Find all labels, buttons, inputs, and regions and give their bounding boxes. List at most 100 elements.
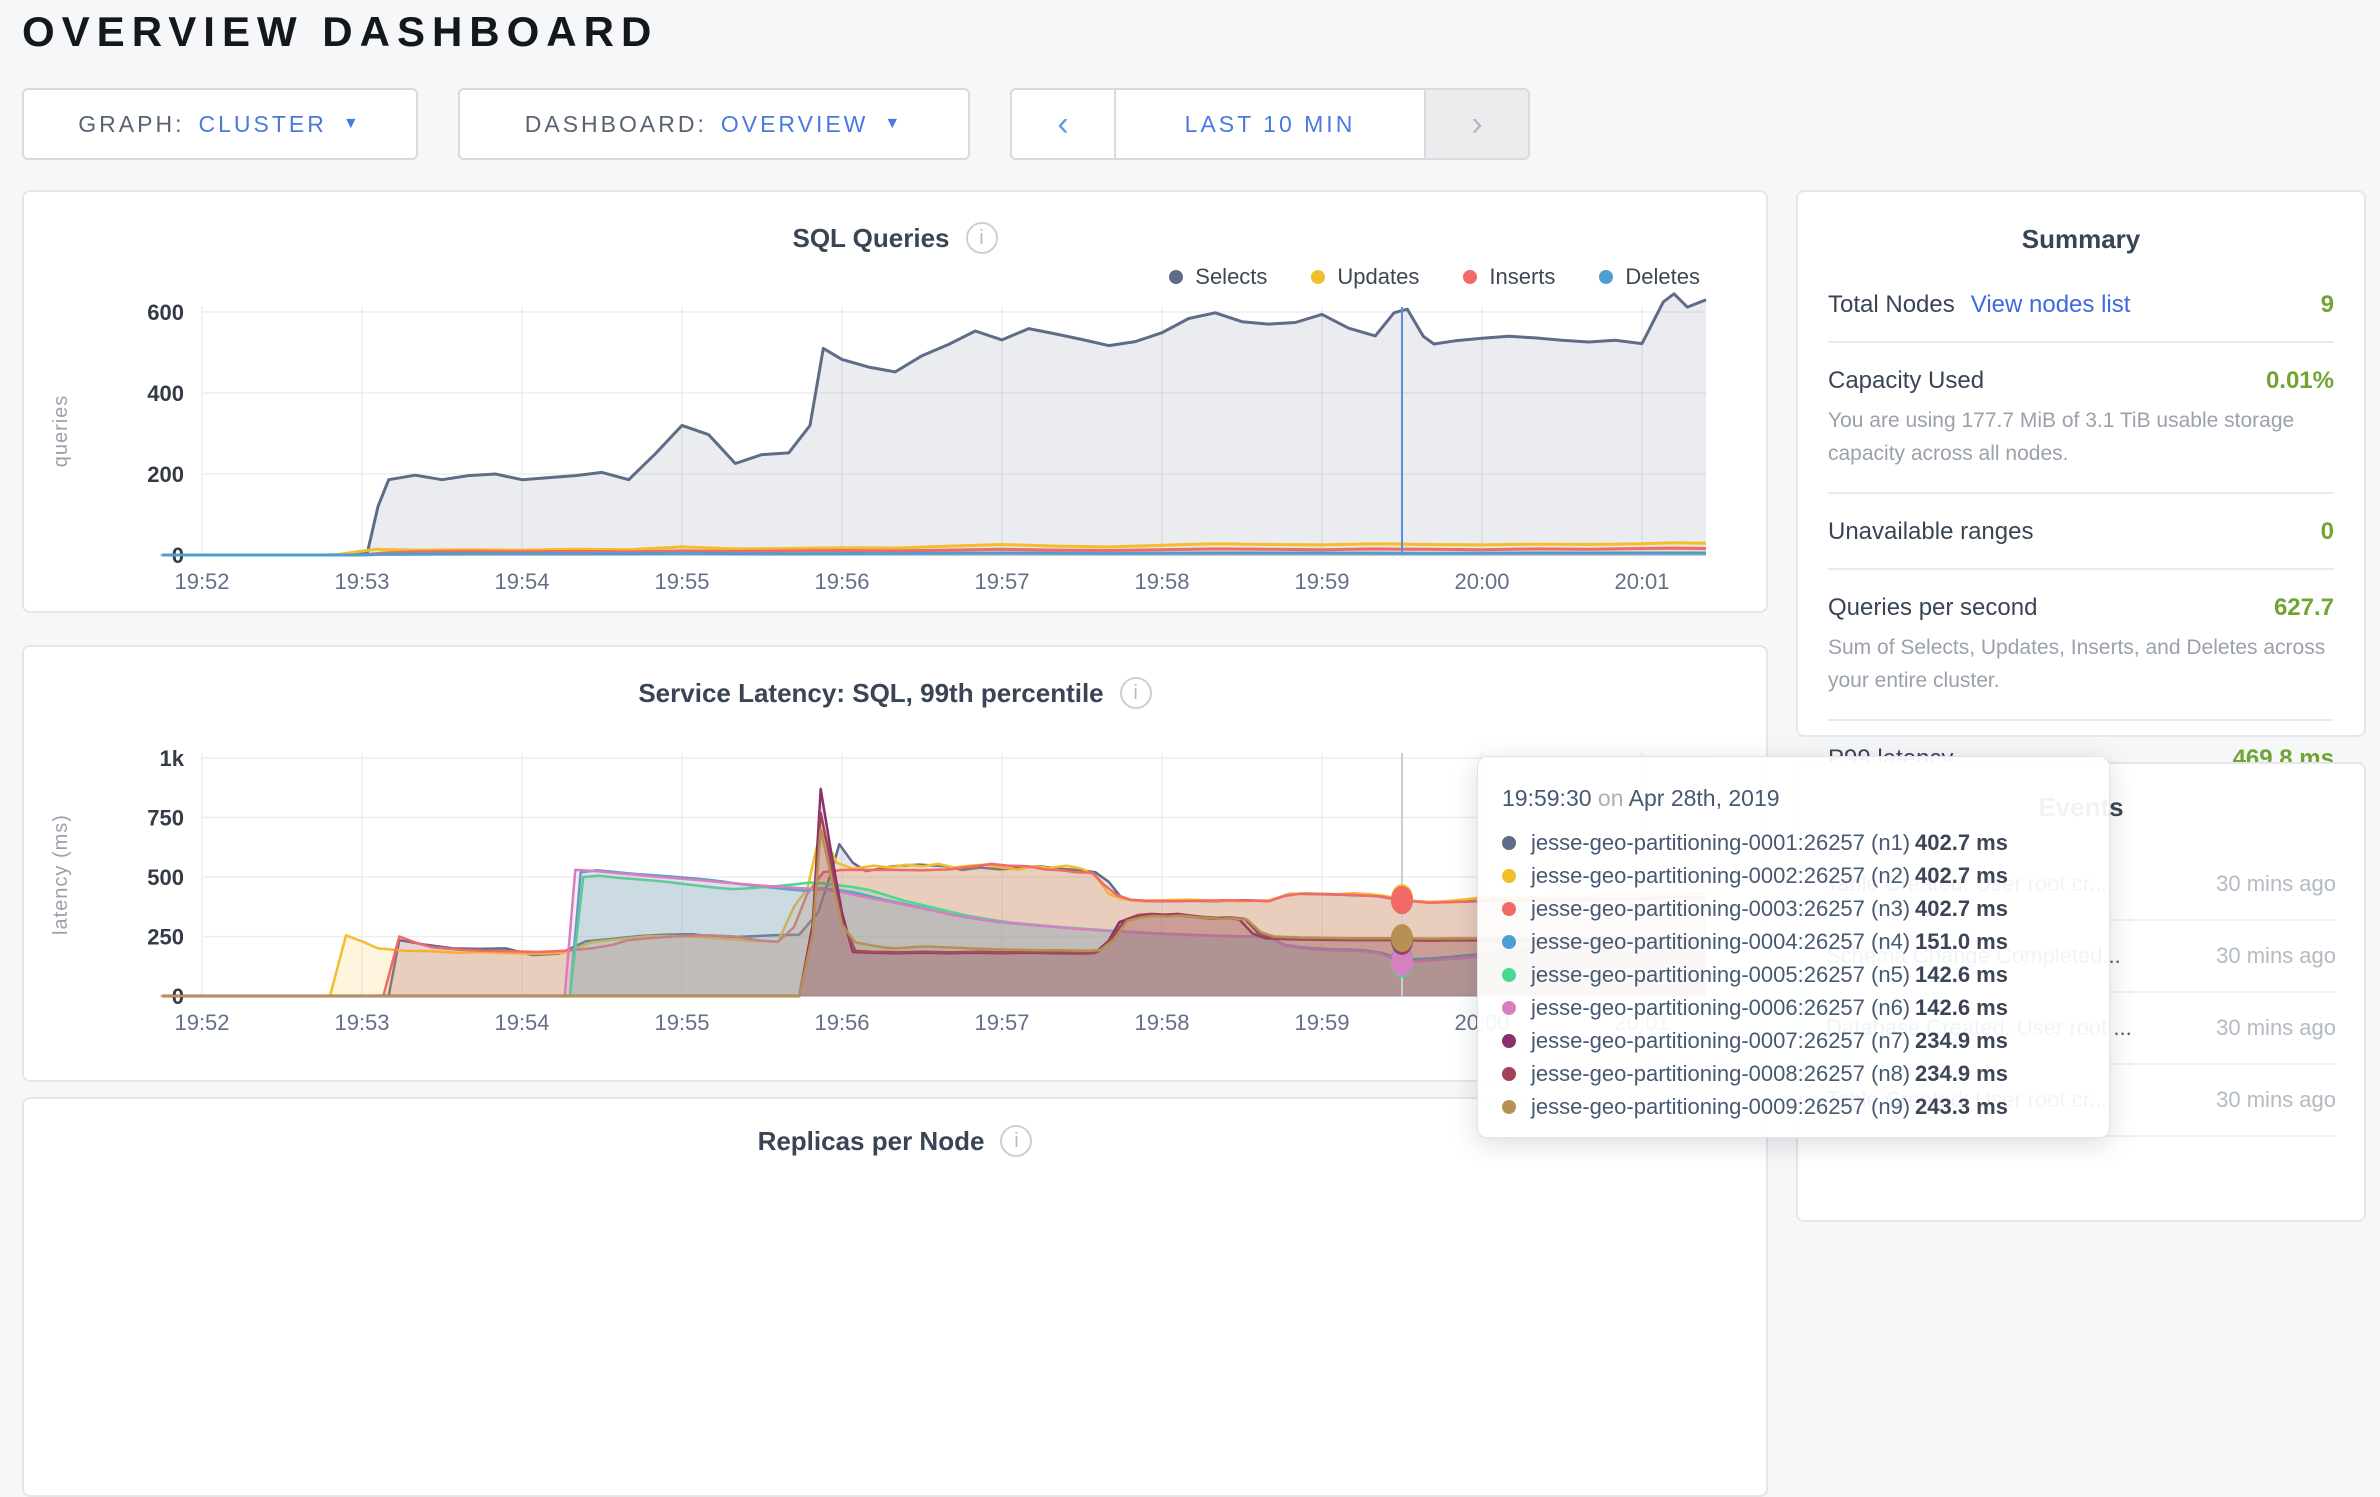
node-latency-value: 402.7 ms — [1915, 862, 2008, 888]
selects-dot-icon — [1169, 270, 1184, 284]
node-name: jesse-geo-partitioning-0005:26257 (n5) — [1531, 961, 1911, 987]
summary-title: Summary — [2021, 224, 2141, 254]
event-time: 30 mins ago — [2216, 1014, 2336, 1040]
svg-text:19:57: 19:57 — [974, 1010, 1029, 1035]
svg-text:19:54: 19:54 — [494, 569, 549, 594]
summary-value: 0.01% — [2265, 367, 2334, 394]
dashboard-value: OVERVIEW — [720, 110, 869, 137]
info-icon[interactable]: i — [1000, 1125, 1033, 1157]
graph-scope-value: CLUSTER — [198, 110, 327, 137]
svg-text:19:53: 19:53 — [334, 569, 389, 594]
legend-item-inserts[interactable]: Inserts — [1463, 264, 1555, 290]
svg-text:250: 250 — [147, 925, 184, 950]
summary-row-capacity-used: Capacity Used 0.01% You are using 177.7 … — [1828, 343, 2334, 495]
graph-scope-dropdown[interactable]: GRAPH: CLUSTER ▼ — [22, 88, 418, 160]
dashboard-dropdown[interactable]: DASHBOARD: OVERVIEW ▼ — [458, 88, 970, 160]
chart-hover-tooltip: 19:59:30 on Apr 28th, 2019 jesse-geo-par… — [1477, 756, 2110, 1138]
node-dot-icon — [1502, 1099, 1516, 1114]
tooltip-row: jesse-geo-partitioning-0007:26257 (n7) 2… — [1502, 1024, 2109, 1057]
tooltip-row: jesse-geo-partitioning-0004:26257 (n4) 1… — [1502, 925, 2109, 958]
summary-value: 0 — [2320, 518, 2334, 546]
time-next-button[interactable]: › — [1424, 90, 1528, 158]
svg-text:750: 750 — [147, 806, 184, 831]
info-icon[interactable]: i — [1119, 677, 1152, 709]
node-dot-icon — [1502, 1000, 1516, 1015]
time-range-button[interactable]: LAST 10 MIN — [1184, 110, 1356, 137]
svg-text:latency (ms): latency (ms) — [50, 814, 72, 935]
tooltip-row: jesse-geo-partitioning-0005:26257 (n5) 1… — [1502, 958, 2109, 991]
svg-text:19:52: 19:52 — [174, 569, 229, 594]
node-dot-icon — [1502, 967, 1516, 982]
svg-text:500: 500 — [147, 865, 184, 890]
replicas-per-node-card: Replicas per Node i — [22, 1097, 1768, 1497]
node-name: jesse-geo-partitioning-0006:26257 (n6) — [1531, 994, 1911, 1020]
summary-label: Capacity Used — [1828, 367, 1985, 394]
node-dot-icon — [1502, 835, 1516, 850]
svg-text:19:54: 19:54 — [494, 1010, 549, 1035]
time-range-picker: ‹ LAST 10 MIN › — [1010, 88, 1530, 160]
node-name: jesse-geo-partitioning-0008:26257 (n8) — [1531, 1060, 1911, 1086]
view-nodes-list-link[interactable]: View nodes list — [1970, 291, 2131, 318]
node-latency-value: 151.0 ms — [1915, 928, 2008, 954]
summary-description: You are using 177.7 MiB of 3.1 TiB usabl… — [1828, 409, 2295, 465]
node-name: jesse-geo-partitioning-0003:26257 (n3) — [1531, 895, 1911, 921]
sql-queries-legend: Selects Updates Inserts Deletes — [1169, 264, 1700, 290]
svg-text:200: 200 — [147, 462, 184, 487]
service-latency-title: Service Latency: SQL, 99th percentile — [638, 677, 1104, 708]
time-prev-button[interactable]: ‹ — [1012, 90, 1116, 158]
svg-text:19:58: 19:58 — [1134, 569, 1189, 594]
page-title: OVERVIEW DASHBOARD — [22, 8, 659, 55]
inserts-dot-icon — [1463, 270, 1478, 284]
node-latency-value: 243.3 ms — [1915, 1093, 2008, 1119]
info-icon[interactable]: i — [965, 222, 998, 254]
legend-label: Deletes — [1625, 264, 1700, 289]
tooltip-time: 19:59:30 — [1502, 785, 1592, 811]
node-dot-icon — [1502, 934, 1516, 949]
legend-item-deletes[interactable]: Deletes — [1599, 264, 1700, 290]
tooltip-date: Apr 28th, 2019 — [1628, 785, 1780, 811]
tooltip-row: jesse-geo-partitioning-0006:26257 (n6) 1… — [1502, 991, 2109, 1024]
tooltip-row: jesse-geo-partitioning-0002:26257 (n2) 4… — [1502, 859, 2109, 892]
svg-text:19:56: 19:56 — [814, 569, 869, 594]
replicas-per-node-title: Replicas per Node — [757, 1125, 985, 1156]
node-latency-value: 234.9 ms — [1915, 1060, 2008, 1086]
summary-row-queries-per-second: Queries per second 627.7 Sum of Selects,… — [1828, 570, 2334, 722]
node-dot-icon — [1502, 901, 1516, 916]
node-latency-value: 142.6 ms — [1915, 994, 2008, 1020]
node-name: jesse-geo-partitioning-0009:26257 (n9) — [1531, 1093, 1911, 1119]
svg-text:400: 400 — [147, 381, 184, 406]
legend-label: Inserts — [1489, 264, 1556, 289]
svg-text:queries: queries — [50, 395, 72, 468]
node-name: jesse-geo-partitioning-0007:26257 (n7) — [1531, 1027, 1911, 1053]
dashboard-label: DASHBOARD: — [524, 110, 707, 137]
svg-text:20:00: 20:00 — [1454, 569, 1509, 594]
legend-item-selects[interactable]: Selects — [1169, 264, 1267, 290]
summary-label: Unavailable ranges — [1828, 518, 2034, 546]
svg-text:19:58: 19:58 — [1134, 1010, 1189, 1035]
node-name: jesse-geo-partitioning-0004:26257 (n4) — [1531, 928, 1911, 954]
event-time: 30 mins ago — [2216, 1086, 2336, 1112]
tooltip-row: jesse-geo-partitioning-0001:26257 (n1) 4… — [1502, 826, 2109, 859]
node-dot-icon — [1502, 1033, 1516, 1048]
legend-item-updates[interactable]: Updates — [1311, 264, 1419, 290]
node-latency-value: 142.6 ms — [1915, 961, 2008, 987]
node-name: jesse-geo-partitioning-0001:26257 (n1) — [1531, 829, 1911, 855]
node-dot-icon — [1502, 1066, 1516, 1081]
svg-text:19:52: 19:52 — [174, 1010, 229, 1035]
node-name: jesse-geo-partitioning-0002:26257 (n2) — [1531, 862, 1911, 888]
summary-row-total-nodes: Total Nodes View nodes list 9 — [1828, 267, 2334, 343]
tooltip-row: jesse-geo-partitioning-0008:26257 (n8) 2… — [1502, 1057, 2109, 1090]
summary-panel: Summary Total Nodes View nodes list 9 Ca… — [1796, 190, 2366, 772]
deletes-dot-icon — [1599, 270, 1614, 284]
summary-label: Total Nodes — [1828, 291, 1955, 318]
svg-text:19:59: 19:59 — [1294, 1010, 1349, 1035]
node-latency-value: 402.7 ms — [1915, 895, 2008, 921]
chevron-right-icon: › — [1471, 104, 1483, 143]
summary-label: Queries per second — [1828, 594, 2038, 622]
svg-text:19:59: 19:59 — [1294, 569, 1349, 594]
chevron-down-icon: ▼ — [342, 115, 362, 132]
svg-text:19:55: 19:55 — [654, 1010, 709, 1035]
svg-text:19:55: 19:55 — [654, 569, 709, 594]
